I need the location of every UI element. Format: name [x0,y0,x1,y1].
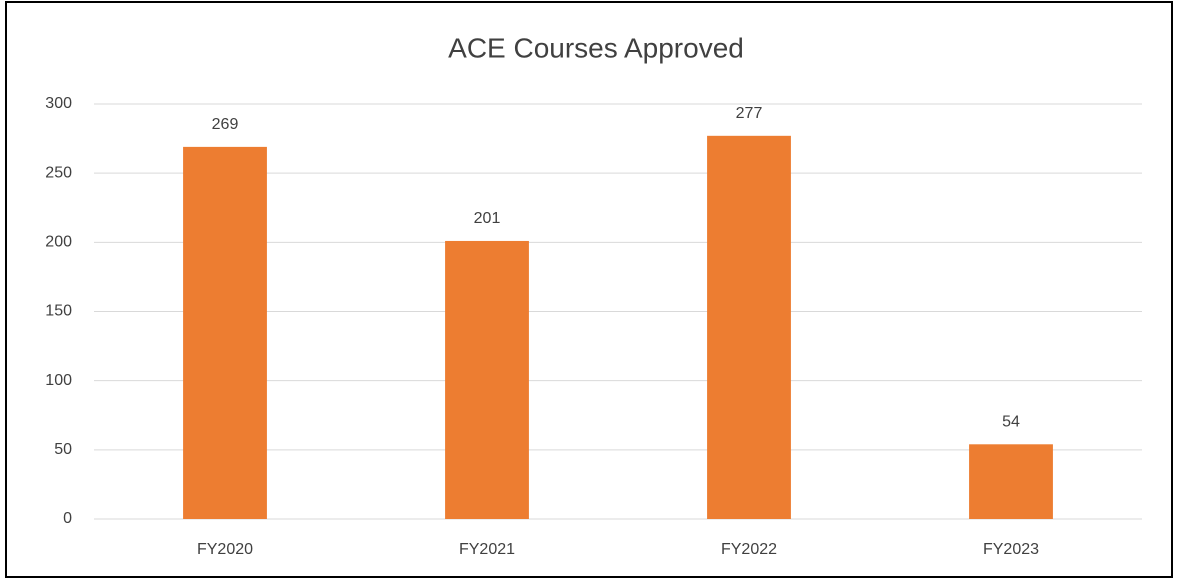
bar [445,240,529,519]
data-label: 269 [212,116,239,133]
y-tick-label: 300 [45,95,72,112]
x-tick-label: FY2021 [459,541,515,558]
data-label: 201 [474,210,501,227]
data-label: 54 [1002,414,1020,431]
data-label: 277 [736,105,763,122]
y-tick-label: 200 [45,234,72,251]
y-tick-label: 50 [54,441,72,458]
y-tick-label: 250 [45,164,72,181]
bar [969,444,1053,519]
x-tick-label: FY2023 [983,541,1039,558]
y-tick-label: 0 [63,510,72,527]
x-tick-label: FY2022 [721,541,777,558]
chart-title: ACE Courses Approved [448,32,744,63]
y-tick-label: 100 [45,372,72,389]
bar [707,135,791,520]
x-tick-label: FY2020 [197,541,253,558]
y-tick-label: 150 [45,303,72,320]
bar [183,146,267,519]
